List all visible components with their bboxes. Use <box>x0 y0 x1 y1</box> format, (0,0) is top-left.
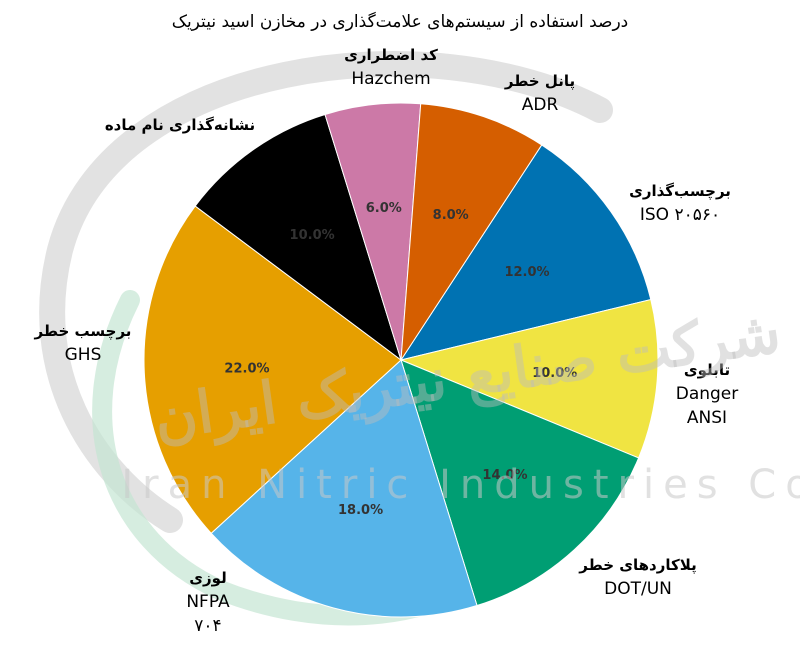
pie-category-label-ansi-line-0: تابلوی <box>684 361 730 379</box>
pie-value-label-ghs: 22.0% <box>224 362 269 377</box>
watermark-arc-gray <box>39 51 613 533</box>
pie-slice-dot <box>400 359 640 607</box>
pie-slice-iso <box>399 144 652 361</box>
pie-value-label-iso: 12.0% <box>504 265 549 280</box>
pie-slice-name <box>194 113 402 362</box>
pie-category-label-dot-line-1: DOT/UN <box>604 579 672 599</box>
pie-value-label-ansi: 10.0% <box>532 366 577 381</box>
pie-slice-nfpa <box>210 359 478 618</box>
pie-value-label-hazchem: 6.0% <box>366 201 402 216</box>
pie-category-label-nfpa-line-2: ۷۰۴ <box>194 616 221 636</box>
pie-category-labels: برچسب‌گذاری ISO ۲۰۵۶۰ تابلوی Danger ANSI پلاک… <box>34 46 739 636</box>
chart-title: درصد استفاده از سیستم‌های علامت‌گذاری در… <box>172 11 629 32</box>
pie-category-label-dot-line-0: پلاکاردهای خطر <box>578 556 696 575</box>
pie-value-label-dot: 14.0% <box>482 468 527 483</box>
pie-category-label-ghs-line-1: GHS <box>65 345 102 365</box>
pie-value-label-adr: 8.0% <box>433 208 469 223</box>
pie-category-label-hazchem-line-0: کد اضطراری <box>344 46 438 64</box>
pie-category-label-adr-line-1: ADR <box>522 95 559 115</box>
pie-category-label-adr-line-0: پانل خطر <box>504 72 575 91</box>
pie-category-label-iso-line-0: برچسب‌گذاری <box>629 182 731 201</box>
pie-category-label-hazchem-line-1: Hazchem <box>351 69 430 89</box>
pie-slice-adr <box>400 103 543 361</box>
watermark-text-en: Iran Nitric Industries Co <box>121 462 800 508</box>
pie-category-label-ghs-line-0: برچسب خطر <box>34 322 132 341</box>
pie-category-label-nfpa-line-0: لوزی <box>189 569 226 587</box>
pie-slice-ansi <box>399 298 659 459</box>
pie-category-label-ansi-line-2: ANSI <box>687 408 727 428</box>
pie-category-label-nfpa-line-1: NFPA <box>186 592 230 612</box>
pie-slices <box>143 102 659 618</box>
pie-slice-ghs <box>143 205 402 535</box>
pie-value-label-nfpa: 18.0% <box>338 503 383 518</box>
pie-category-label-name-line-0: نشانه‌گذاری نام ماده <box>105 116 255 134</box>
pie-category-label-ansi-line-1: Danger <box>676 384 739 404</box>
pie-value-label-name: 10.0% <box>290 228 335 243</box>
pie-value-labels: 12.0% 10.0% 14.0% 18.0% 22.0% 10.0% 6.0% 8.0% <box>224 201 577 518</box>
pie-category-label-iso-line-1: ISO ۲۰۵۶۰ <box>640 205 720 225</box>
